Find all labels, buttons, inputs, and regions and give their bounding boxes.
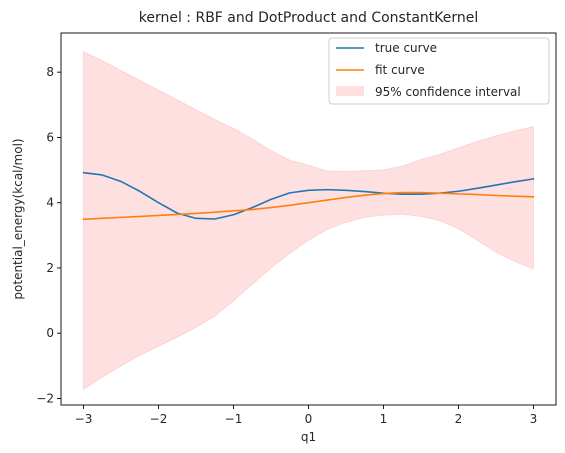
legend-fit-curve-label: fit curve — [375, 63, 425, 77]
legend-true-curve-label: true curve — [375, 41, 437, 55]
x-tick-label: 3 — [530, 412, 538, 426]
x-tick-label: −1 — [225, 412, 243, 426]
x-tick-label: −3 — [75, 412, 93, 426]
x-tick-label: 1 — [380, 412, 388, 426]
chart-title: kernel : RBF and DotProduct and Constant… — [139, 10, 479, 26]
y-tick-label: 6 — [46, 130, 54, 144]
y-tick-label: 8 — [46, 65, 54, 79]
legend: true curve fit curve 95% confidence inte… — [329, 38, 549, 104]
y-tick-label: 2 — [46, 261, 54, 275]
x-axis-label: q1 — [301, 430, 316, 444]
x-tick-label: 2 — [455, 412, 463, 426]
y-axis-label: potential_energy(kcal/mol) — [11, 138, 25, 299]
x-tick-label: −2 — [150, 412, 168, 426]
legend-confidence-interval-label: 95% confidence interval — [375, 85, 521, 99]
x-tick-label: 0 — [305, 412, 313, 426]
y-tick-label: −2 — [36, 391, 54, 405]
y-tick-label: 4 — [46, 196, 54, 210]
legend-confidence-interval-swatch — [336, 86, 364, 96]
y-tick-label: 0 — [46, 326, 54, 340]
